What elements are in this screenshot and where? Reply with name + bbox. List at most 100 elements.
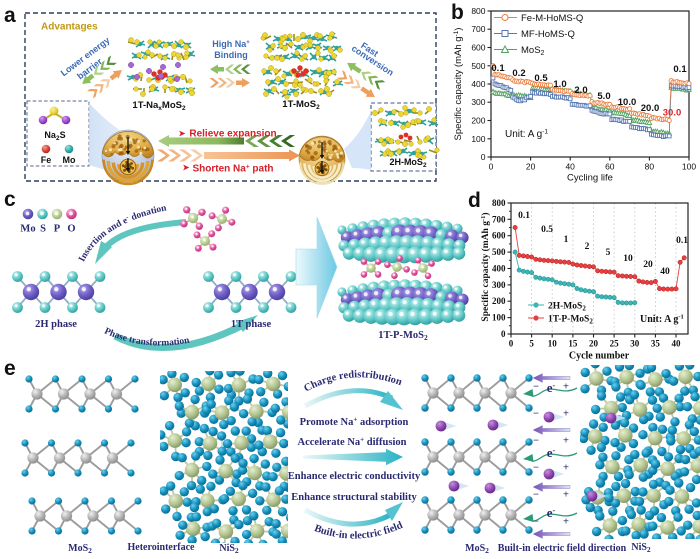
svg-text:40: 40 bbox=[660, 267, 670, 277]
svg-text:0.5: 0.5 bbox=[541, 225, 553, 235]
svg-text:100: 100 bbox=[471, 134, 485, 144]
svg-text:200: 200 bbox=[471, 116, 485, 126]
svg-text:O: O bbox=[67, 224, 75, 235]
svg-text:300: 300 bbox=[471, 97, 485, 107]
svg-text:0: 0 bbox=[509, 339, 514, 349]
svg-text:+: + bbox=[563, 463, 569, 474]
svg-text:MoS2: MoS2 bbox=[68, 543, 92, 555]
svg-text:Cycle number: Cycle number bbox=[569, 351, 630, 362]
svg-text:c: c bbox=[4, 188, 16, 211]
svg-text:1T-NaxMoS2: 1T-NaxMoS2 bbox=[132, 100, 186, 112]
svg-text:200: 200 bbox=[492, 296, 506, 306]
svg-text:30.0: 30.0 bbox=[663, 108, 682, 119]
svg-text:1T phase: 1T phase bbox=[231, 319, 272, 330]
svg-text:Binding: Binding bbox=[214, 50, 248, 60]
svg-text:P: P bbox=[54, 224, 61, 235]
svg-text:400: 400 bbox=[471, 79, 485, 89]
svg-text:Unit: A g-1: Unit: A g-1 bbox=[505, 129, 548, 141]
svg-text:Shorten Na+ path: Shorten Na+ path bbox=[192, 164, 273, 175]
svg-text:20: 20 bbox=[643, 260, 653, 270]
svg-text:500: 500 bbox=[492, 247, 506, 257]
svg-text:5: 5 bbox=[606, 248, 611, 258]
svg-text:500: 500 bbox=[471, 61, 485, 71]
svg-text:25: 25 bbox=[610, 339, 620, 349]
svg-text:−: − bbox=[533, 409, 539, 420]
svg-text:e-: e- bbox=[547, 445, 556, 460]
svg-text:1: 1 bbox=[564, 235, 569, 245]
svg-text:800: 800 bbox=[471, 6, 485, 16]
svg-text:20.0: 20.0 bbox=[641, 103, 660, 114]
svg-text:800: 800 bbox=[492, 198, 506, 208]
svg-text:2H-MoS2: 2H-MoS2 bbox=[548, 302, 586, 313]
svg-text:➤: ➤ bbox=[179, 129, 186, 138]
svg-text:35: 35 bbox=[651, 339, 661, 349]
svg-text:Unit: A g-1: Unit: A g-1 bbox=[640, 314, 684, 326]
svg-text:e-: e- bbox=[547, 380, 556, 395]
svg-text:2H phase: 2H phase bbox=[35, 319, 77, 330]
svg-text:Mo: Mo bbox=[63, 155, 76, 165]
svg-text:100: 100 bbox=[682, 162, 696, 172]
svg-text:0.2: 0.2 bbox=[512, 68, 525, 79]
svg-text:MoS2: MoS2 bbox=[521, 45, 545, 57]
svg-text:20: 20 bbox=[526, 162, 536, 172]
svg-text:+: + bbox=[563, 517, 569, 528]
svg-text:30: 30 bbox=[630, 339, 640, 349]
svg-text:S: S bbox=[40, 224, 46, 235]
svg-text:1.0: 1.0 bbox=[553, 79, 566, 90]
svg-text:e: e bbox=[4, 357, 16, 380]
svg-text:Promote Na+ adsorption: Promote Na+ adsorption bbox=[300, 416, 409, 429]
svg-text:Advantages: Advantages bbox=[41, 22, 98, 33]
svg-text:−: − bbox=[533, 463, 539, 474]
svg-text:b: b bbox=[451, 1, 464, 24]
svg-text:+: + bbox=[563, 490, 569, 501]
svg-text:+: + bbox=[563, 409, 569, 420]
svg-text:Heterointerface: Heterointerface bbox=[128, 542, 196, 553]
svg-text:Built-in electric field direct: Built-in electric field direction bbox=[498, 543, 627, 554]
svg-text:0.5: 0.5 bbox=[534, 73, 548, 84]
svg-text:0: 0 bbox=[501, 329, 506, 339]
svg-text:60: 60 bbox=[605, 162, 615, 172]
svg-text:Mo: Mo bbox=[20, 224, 35, 235]
svg-text:−: − bbox=[533, 436, 539, 447]
svg-text:600: 600 bbox=[492, 231, 506, 241]
svg-text:0.1: 0.1 bbox=[518, 211, 530, 221]
svg-text:2: 2 bbox=[585, 242, 590, 252]
svg-text:1T-MoS2: 1T-MoS2 bbox=[282, 99, 320, 111]
svg-text:1T-P-MoS2: 1T-P-MoS2 bbox=[378, 330, 428, 342]
svg-text:NiS2: NiS2 bbox=[631, 542, 651, 554]
svg-text:300: 300 bbox=[492, 280, 506, 290]
svg-text:0.1: 0.1 bbox=[491, 63, 505, 74]
svg-text:Enhance electric conductivity: Enhance electric conductivity bbox=[288, 471, 421, 482]
svg-text:5: 5 bbox=[529, 339, 534, 349]
svg-text:15: 15 bbox=[568, 339, 578, 349]
svg-text:10.0: 10.0 bbox=[618, 97, 637, 108]
svg-text:+: + bbox=[563, 436, 569, 447]
svg-text:High Na+: High Na+ bbox=[212, 39, 250, 49]
svg-text:2.0: 2.0 bbox=[574, 85, 587, 96]
svg-text:Fe-M-HoMS-Q: Fe-M-HoMS-Q bbox=[521, 13, 583, 24]
svg-text:600: 600 bbox=[471, 43, 485, 53]
svg-text:Enhance structural stability: Enhance structural stability bbox=[291, 492, 417, 503]
svg-text:0: 0 bbox=[489, 162, 494, 172]
svg-text:0.1: 0.1 bbox=[676, 236, 688, 246]
svg-text:Accelerate Na+ diffusion: Accelerate Na+ diffusion bbox=[298, 436, 407, 449]
svg-text:80: 80 bbox=[645, 162, 655, 172]
svg-text:MoS2: MoS2 bbox=[465, 543, 489, 555]
svg-text:Cycling life: Cycling life bbox=[567, 173, 613, 184]
svg-text:0: 0 bbox=[481, 152, 486, 162]
svg-text:2H-MoS2: 2H-MoS2 bbox=[389, 157, 427, 169]
svg-text:Na2S: Na2S bbox=[44, 130, 65, 142]
svg-text:400: 400 bbox=[492, 264, 506, 274]
svg-text:Specific capacity (mAh g-1): Specific capacity (mAh g-1) bbox=[453, 28, 464, 141]
svg-text:e-: e- bbox=[547, 505, 556, 520]
svg-text:−: − bbox=[533, 382, 539, 393]
svg-text:700: 700 bbox=[471, 24, 485, 34]
svg-text:NiS2: NiS2 bbox=[219, 543, 239, 555]
svg-text:1T-P-MoS2: 1T-P-MoS2 bbox=[548, 315, 593, 326]
svg-text:700: 700 bbox=[492, 214, 506, 224]
svg-text:10: 10 bbox=[548, 339, 558, 349]
svg-text:Fe: Fe bbox=[41, 155, 52, 165]
svg-text:+: + bbox=[563, 382, 569, 393]
svg-text:40: 40 bbox=[672, 339, 682, 349]
svg-text:−: − bbox=[533, 490, 539, 501]
